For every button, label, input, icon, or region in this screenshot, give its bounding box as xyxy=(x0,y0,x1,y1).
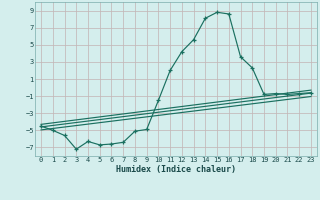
X-axis label: Humidex (Indice chaleur): Humidex (Indice chaleur) xyxy=(116,165,236,174)
